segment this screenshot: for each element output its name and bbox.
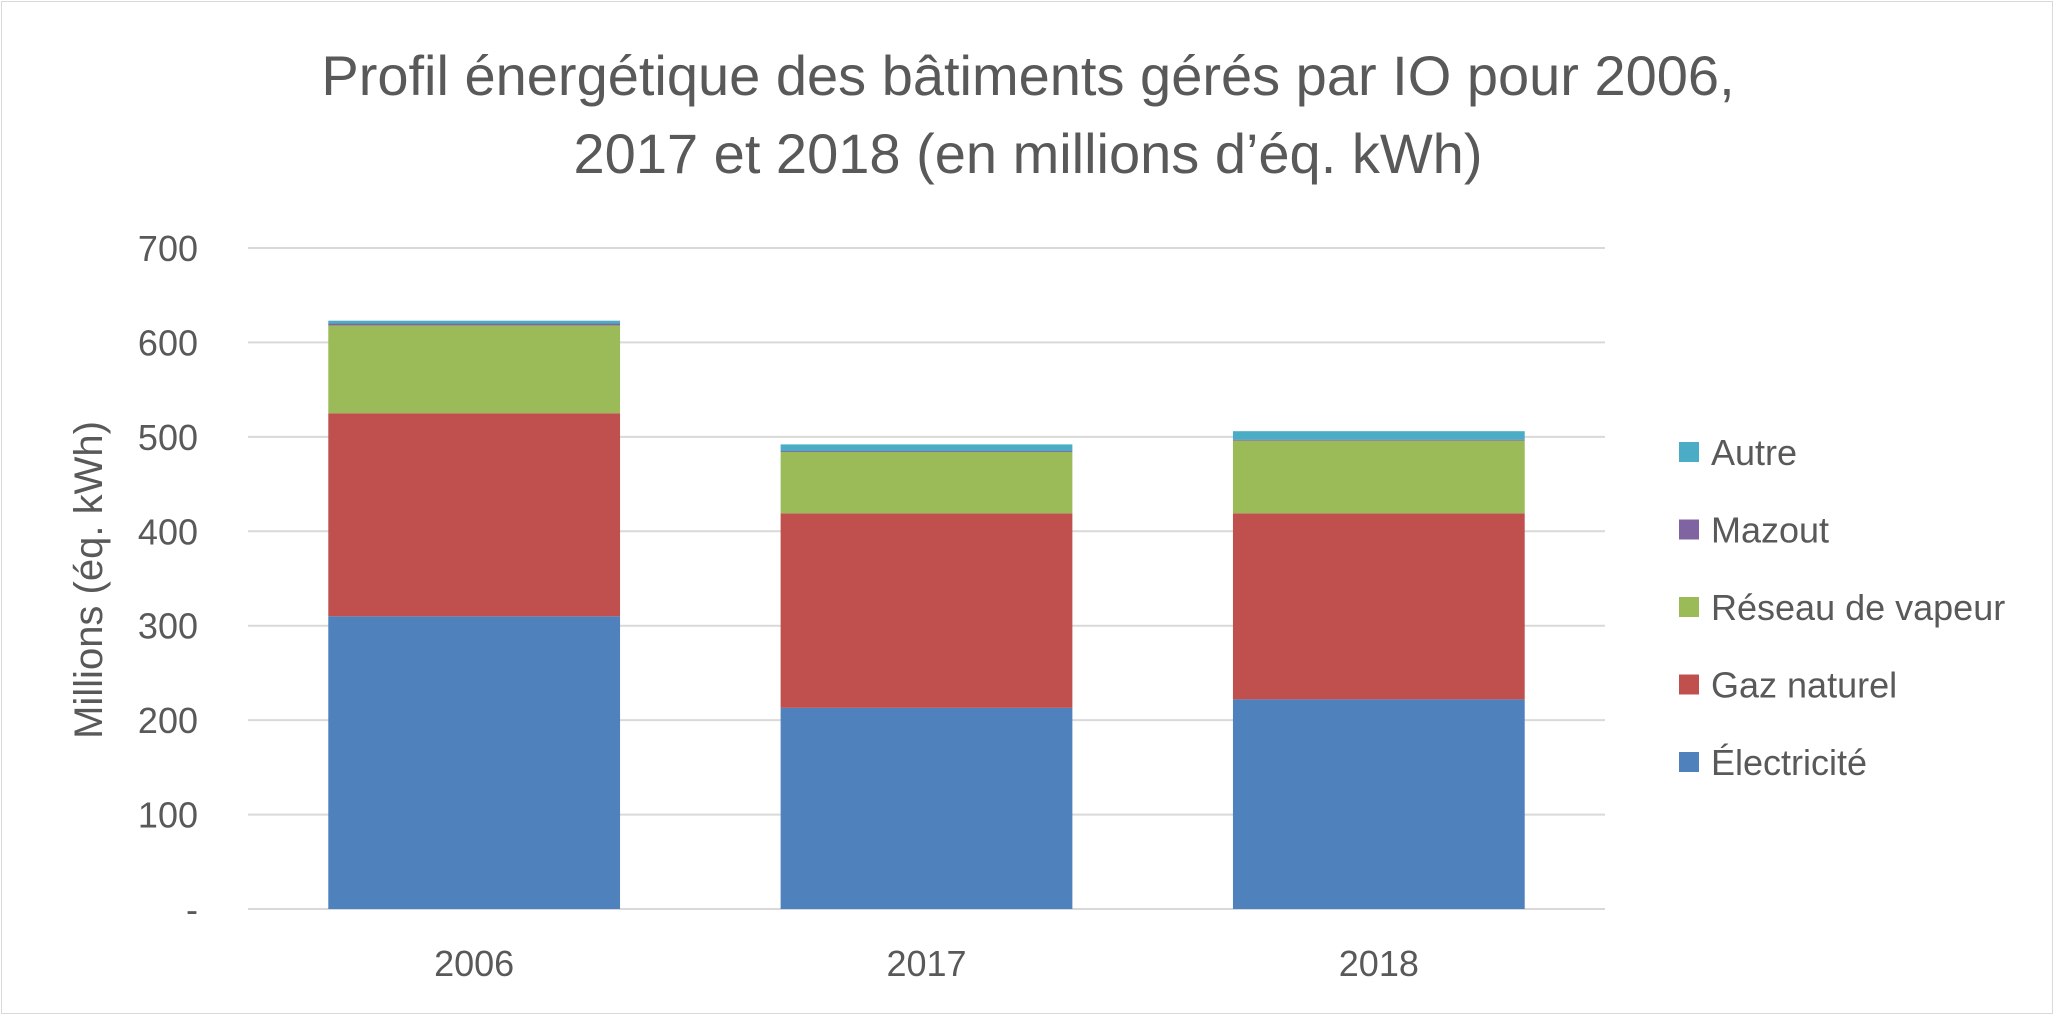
bar-stack-2018	[1232, 431, 1525, 909]
bar-segment-2006-4	[328, 323, 621, 326]
bar-segment-2017-3	[780, 451, 1073, 514]
x-tick-label: 2006	[434, 943, 514, 984]
legend-item: Gaz naturel	[1679, 665, 1897, 706]
bar-segment-2017-4	[780, 451, 1073, 452]
y-tick-label: 500	[138, 417, 198, 458]
legend-swatch	[1679, 519, 1699, 540]
legend-item: Autre	[1679, 432, 1797, 473]
legend-swatch	[1679, 752, 1699, 772]
bar-segment-2006-2	[328, 413, 621, 617]
legend-swatch	[1679, 674, 1699, 695]
y-axis-label: Millions (éq. kWh)	[67, 421, 111, 739]
y-tick-label: 600	[138, 322, 198, 363]
bar-segment-2018-5	[1232, 431, 1525, 440]
legend-item: Réseau de vapeur	[1679, 587, 2005, 628]
bar-stack-2006	[328, 320, 621, 909]
legend-label: Réseau de vapeur	[1711, 587, 2005, 628]
bar-segment-2006-5	[328, 320, 621, 324]
legend-item: Électricité	[1679, 742, 1867, 783]
bar-segment-2006-3	[328, 325, 621, 414]
legend-label: Autre	[1711, 432, 1797, 473]
legend-label: Gaz naturel	[1711, 665, 1897, 706]
bar-segment-2017-5	[780, 444, 1073, 452]
y-tick-label: 200	[138, 700, 198, 741]
bar-segment-2006-1	[328, 616, 621, 909]
bars	[328, 320, 1525, 909]
legend-label: Mazout	[1711, 510, 1829, 551]
bar-segment-2018-4	[1232, 439, 1525, 441]
y-tick-label: 400	[138, 511, 198, 552]
y-axis-ticks: - 100 200 300 400 500 600 700	[138, 228, 198, 930]
bar-segment-2017-2	[780, 513, 1073, 708]
x-tick-label: 2018	[1339, 943, 1419, 984]
legend-swatch	[1679, 442, 1699, 462]
bar-segment-2018-1	[1232, 699, 1525, 909]
bar-segment-2017-1	[780, 707, 1073, 909]
y-tick-label: -	[186, 889, 198, 930]
y-tick-label: 300	[138, 606, 198, 647]
x-tick-label: 2017	[886, 943, 966, 984]
chart-title-line-2: 2017 et 2018 (en millions d’éq. kWh)	[574, 122, 1483, 185]
y-tick-label: 700	[138, 228, 198, 269]
y-tick-label: 100	[138, 795, 198, 836]
chart-title-line-1: Profil énergétique des bâtiments gérés p…	[321, 44, 1734, 107]
legend: Autre Mazout Réseau de vapeur Gaz naturel Él…	[1679, 432, 2005, 783]
legend-label: Électricité	[1711, 742, 1867, 783]
x-axis-ticks: 2006 2017 2018	[434, 943, 1419, 984]
bar-stack-2017	[780, 444, 1073, 909]
legend-swatch	[1679, 597, 1699, 617]
legend-item: Mazout	[1679, 510, 1829, 551]
bar-segment-2018-3	[1232, 440, 1525, 514]
bar-segment-2018-2	[1232, 513, 1525, 700]
